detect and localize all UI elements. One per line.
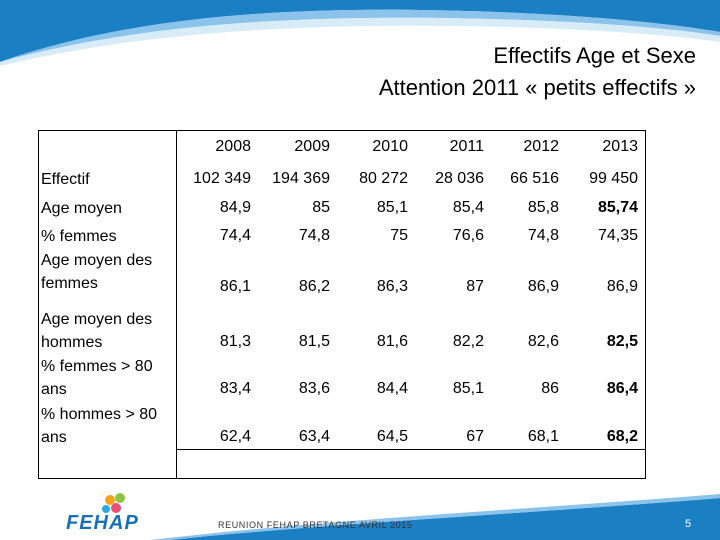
- row-label: Age moyen des femmes: [41, 252, 153, 292]
- table-cell: 62,4: [219, 428, 251, 445]
- table-cell: 85,4: [452, 199, 484, 216]
- table-cell: 86,3: [376, 278, 408, 295]
- title-line-1: Effectifs Age et Sexe: [493, 43, 696, 68]
- table-cell: 84,9: [219, 199, 251, 216]
- page-number: 5: [685, 518, 692, 530]
- table-cell: 86,9: [606, 278, 638, 295]
- year-header: 2013: [602, 138, 638, 155]
- table-rule: [176, 449, 645, 450]
- table-cell: 74,4: [219, 227, 251, 244]
- table-cell: 85,8: [527, 199, 559, 216]
- fehap-logo-icon: [102, 493, 125, 513]
- table-cell: 86,2: [298, 278, 330, 295]
- year-header: 2009: [294, 138, 330, 155]
- table-cell: 80 272: [359, 170, 408, 187]
- logo-text: FEHAP: [66, 512, 139, 534]
- table-cell: 66 516: [510, 170, 559, 187]
- header-swoosh: [0, 0, 720, 67]
- table-cell: 85,1: [376, 199, 408, 216]
- row-label: Effectif: [41, 171, 90, 188]
- table-cell: 64,5: [376, 428, 408, 445]
- table-cell: 99 450: [589, 170, 638, 187]
- table-cell: 86: [541, 380, 559, 397]
- table-cell: 85,74: [597, 199, 638, 216]
- table-cell: 75: [390, 227, 408, 244]
- effectifs-table: 2008 2009 2010 2011 2012 2013 Effectif A…: [38, 130, 646, 479]
- table-cell: 68,2: [606, 428, 638, 445]
- year-header: 2008: [215, 138, 251, 155]
- table-cell: 194 369: [272, 170, 330, 187]
- year-header: 2011: [449, 138, 484, 155]
- table-cell: 86,9: [527, 278, 559, 295]
- row-label: % femmes: [41, 228, 117, 245]
- table-cell: 81,6: [376, 333, 408, 350]
- table-cell: 74,8: [298, 227, 330, 244]
- year-header: 2012: [523, 138, 559, 155]
- row-label: % femmes > 80 ans: [41, 358, 153, 398]
- row-label: Age moyen: [41, 200, 122, 217]
- footer-text: REUNION FEHAP BRETAGNE AVRIL 2015: [218, 520, 413, 530]
- table-cell: 83,6: [298, 380, 330, 397]
- table-cell: 82,5: [606, 333, 638, 350]
- table-cell: 67: [466, 428, 484, 445]
- footer-swoosh: [150, 494, 720, 540]
- table-cell: 84,4: [376, 380, 408, 397]
- table-cell: 83,4: [219, 380, 251, 397]
- row-label: Age moyen des hommes: [41, 311, 153, 351]
- table-cell: 85,1: [452, 380, 484, 397]
- table-cell: 74,8: [527, 227, 559, 244]
- table-cell: 28 036: [435, 170, 484, 187]
- table-cell: 82,6: [527, 333, 559, 350]
- table-cell: 76,6: [452, 227, 484, 244]
- year-header: 2010: [372, 138, 408, 155]
- table-cell: 85: [312, 199, 330, 216]
- table-cell: 68,1: [527, 428, 559, 445]
- title-line-2: Attention 2011 « petits effectifs »: [378, 75, 696, 100]
- table-cell: 81,3: [219, 333, 251, 350]
- table-cell: 86,4: [606, 380, 638, 397]
- table-cell: 81,5: [298, 333, 330, 350]
- table-cell: 86,1: [219, 278, 251, 295]
- table-cell: 74,35: [597, 227, 638, 244]
- table-cell: 63,4: [298, 428, 330, 445]
- label-column: [39, 131, 177, 478]
- row-label: % hommes > 80 ans: [41, 406, 158, 446]
- table-cell: 87: [466, 278, 484, 295]
- table-cell: 102 349: [193, 170, 251, 187]
- table-cell: 82,2: [452, 333, 484, 350]
- slide-title: Effectifs Age et Sexe Attention 2011 « p…: [136, 40, 696, 104]
